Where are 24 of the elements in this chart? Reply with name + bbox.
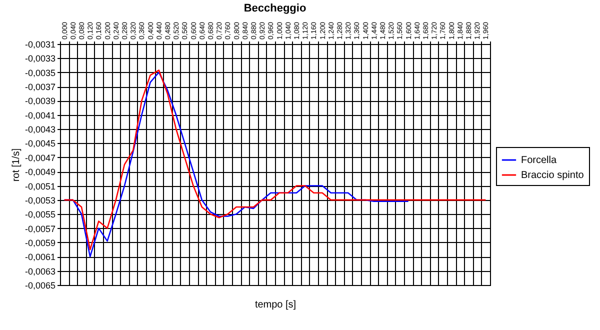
y-tick-label: -0,0037 [24,82,56,92]
y-tick-label: -0,0047 [24,152,56,163]
legend-label: Forcella [521,155,558,166]
y-tick-label: -0,0033 [24,54,56,64]
y-tick-label: -0,0041 [24,110,56,120]
y-tick-label: -0,0057 [24,224,56,234]
y-tick-label: -0,0063 [24,266,56,276]
y-tick-label: -0,0065 [24,280,56,290]
y-tick-label: -0,0051 [24,181,56,192]
y-tick-label: -0,0059 [24,238,56,248]
y-tick-label: -0,0045 [24,138,56,149]
legend-label: Braccio spinto [521,170,584,181]
y-tick-label: -0,0035 [24,68,56,78]
y-tick-label: -0,0031 [24,40,56,50]
y-tick-label: -0,0055 [24,210,56,220]
x-axis-title: tempo [s] [254,300,296,310]
line-series [64,70,486,250]
y-tick-label: -0,0043 [24,124,56,135]
y-tick-label: -0,0061 [24,252,56,262]
chart-title: Beccheggio [244,2,306,14]
y-tick-label: -0,0053 [24,195,56,206]
y-tick-label: -0,0049 [24,167,56,178]
y-tick-label: -0,0039 [24,96,56,106]
y-axis-title: rot [1/s] [10,148,22,182]
